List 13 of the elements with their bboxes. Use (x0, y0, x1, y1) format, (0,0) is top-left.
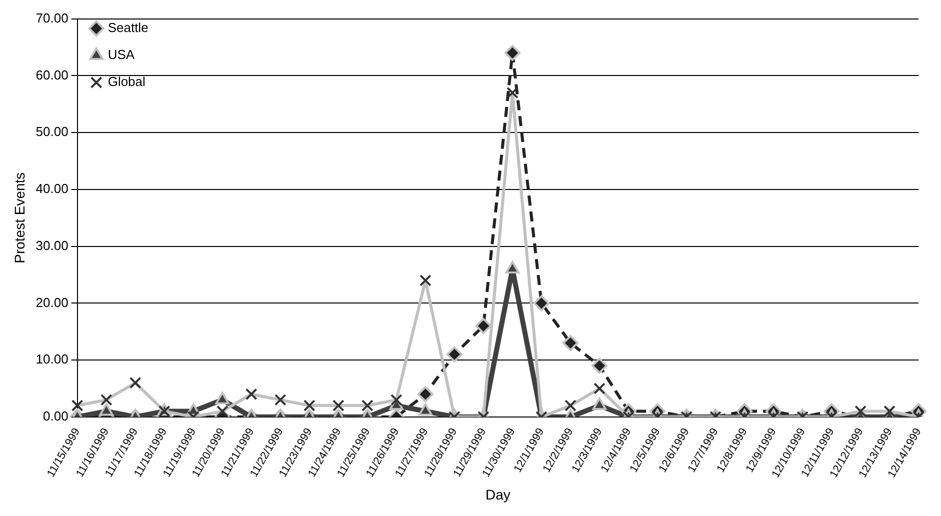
legend-label: USA (108, 47, 135, 62)
legend-label: Seattle (108, 20, 148, 36)
y-tick-label: 40.00 (36, 181, 68, 196)
y-tick-label: 50.00 (36, 124, 68, 140)
y-tick-label: 20.00 (36, 294, 68, 310)
y-tick-label: 70.00 (36, 10, 68, 26)
x-axis-title: Day (485, 486, 510, 502)
y-tick-label: 60.00 (36, 67, 68, 82)
legend-label: Global (108, 74, 146, 90)
y-tick-label: 10.00 (36, 352, 68, 367)
y-tick-label: 30.00 (36, 238, 68, 253)
y-axis-title: Protest Events (11, 172, 28, 264)
y-tick-label: 0.00 (43, 408, 68, 424)
